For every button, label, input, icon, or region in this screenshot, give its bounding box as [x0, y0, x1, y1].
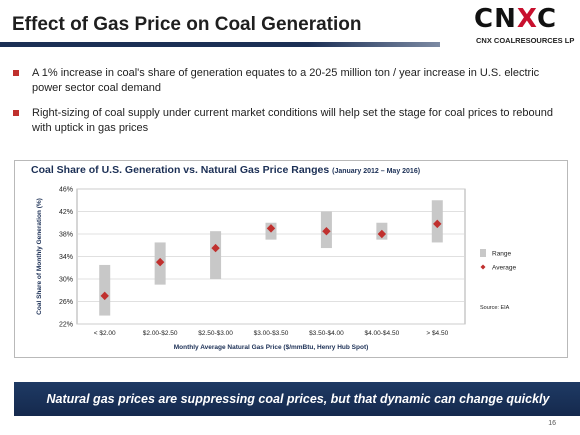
- average-marker: [155, 257, 165, 267]
- bullet-list: A 1% increase in coal's share of generat…: [12, 66, 568, 146]
- y-tick-label: 46%: [59, 187, 73, 194]
- y-tick-label: 26%: [59, 299, 73, 306]
- x-axis-label: Monthly Average Natural Gas Price ($/mmB…: [174, 344, 369, 351]
- chart-container: Coal Share of U.S. Generation vs. Natura…: [14, 160, 568, 358]
- chart-title-text: Coal Share of U.S. Generation vs. Natura…: [31, 164, 330, 176]
- x-tick-label: $2.50-$3.00: [198, 330, 233, 337]
- chart-title: Coal Share of U.S. Generation vs. Natura…: [31, 164, 420, 176]
- y-tick-label: 34%: [59, 254, 73, 261]
- chart-subtitle: (January 2012 – May 2016): [332, 168, 421, 175]
- cnx-logo: CNXC CNX COALRESOURCES LP: [470, 4, 574, 48]
- x-tick-label: > $4.50: [426, 330, 448, 337]
- x-tick-label: $4.00-$4.50: [365, 330, 400, 337]
- y-tick-label: 22%: [59, 322, 73, 329]
- x-tick-label: < $2.00: [94, 330, 116, 337]
- bullet-text: Right-sizing of coal supply under curren…: [32, 107, 553, 134]
- average-marker: [100, 291, 109, 301]
- bullet-square-icon: [13, 70, 19, 76]
- y-tick-label: 42%: [59, 209, 73, 216]
- y-axis-label: Coal Share of Monthly Generation (%): [36, 198, 43, 315]
- y-tick-label: 30%: [59, 277, 73, 284]
- logo-mark: CNXC: [474, 4, 558, 34]
- bullet-square-icon: [13, 110, 19, 116]
- legend-label: Average: [492, 265, 516, 272]
- conclusion-banner: Natural gas prices are suppressing coal …: [14, 382, 580, 416]
- range-bar: [99, 264, 111, 316]
- logo-subtitle: CNX COALRESOURCES LP: [476, 36, 575, 45]
- range-bar: [210, 231, 222, 279]
- bullet-item: A 1% increase in coal's share of generat…: [12, 66, 568, 96]
- bullet-text: A 1% increase in coal's share of generat…: [32, 67, 540, 94]
- legend-label: Range: [492, 251, 512, 258]
- legend-range-swatch: [480, 249, 486, 257]
- slide-title: Effect of Gas Price on Coal Generation: [12, 14, 362, 35]
- title-underline-bar: [0, 42, 440, 47]
- average-marker: [211, 243, 220, 253]
- x-tick-label: $3.00-$3.50: [254, 330, 289, 337]
- y-tick-label: 38%: [59, 232, 73, 239]
- x-tick-label: $2.00-$2.50: [143, 330, 178, 337]
- page-number: 16: [548, 420, 556, 427]
- legend-average-swatch: [480, 264, 486, 270]
- bullet-item: Right-sizing of coal supply under curren…: [12, 106, 568, 136]
- x-tick-label: $3.50-$4.00: [309, 330, 344, 337]
- source-note: Source: EIA: [480, 305, 510, 311]
- range-chart: 22% 26% 30% 34% 38% 42% 46% Coal Share of Month…: [36, 187, 516, 352]
